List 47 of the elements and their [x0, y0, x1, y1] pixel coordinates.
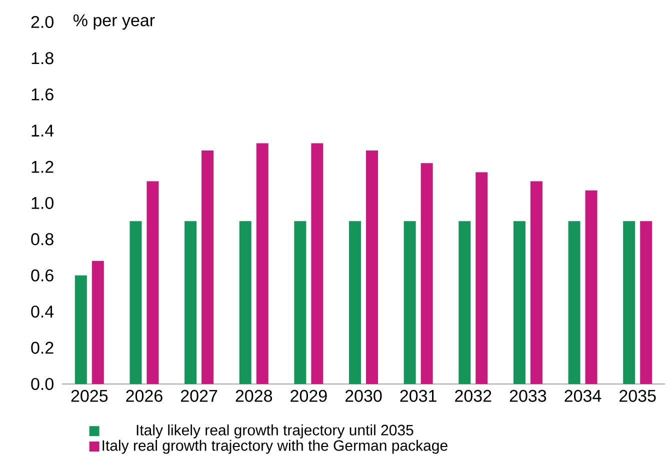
x-tick-label: 2025	[71, 390, 108, 402]
y-tick-label: 0.4	[31, 306, 54, 318]
y-tick-label: 1.8	[32, 52, 54, 64]
bar	[366, 150, 378, 384]
bar	[92, 260, 104, 384]
x-tick-label: 2029	[290, 390, 327, 402]
legend-label: Italy real growth trajectory with the German package	[102, 440, 448, 454]
bar	[311, 143, 324, 384]
bar	[420, 163, 433, 384]
x-tick-label: 2030	[345, 390, 382, 402]
x-tick-label: 2026	[126, 390, 162, 402]
y-tick-label: 0.8	[31, 233, 54, 246]
y-tick-label: 0.6	[31, 269, 54, 282]
x-tick-label: 2031	[400, 390, 436, 402]
text: Italy likely real growth trajectory until 2035	[136, 424, 414, 438]
bar	[184, 221, 197, 384]
bar	[458, 221, 471, 384]
y-tick-label: 1.0	[32, 196, 54, 210]
x-tick-label: 2034	[564, 390, 602, 402]
bar	[530, 181, 542, 384]
y-tick-label: 1.2	[32, 160, 54, 173]
bar	[513, 221, 526, 384]
bar	[256, 143, 268, 384]
x-tick-label: 2027	[181, 390, 218, 402]
bar	[202, 150, 214, 384]
y-axis-title: % per year	[73, 14, 155, 30]
bar	[239, 221, 252, 384]
bar	[74, 275, 87, 384]
bar	[476, 172, 488, 384]
bar	[349, 221, 362, 384]
bar	[623, 221, 636, 384]
x-tick-label: 2035	[620, 390, 656, 402]
bar	[568, 221, 580, 384]
y-tick-label: 1.6	[32, 88, 54, 100]
bar	[146, 181, 159, 384]
y-tick-label: 0.2	[31, 342, 54, 354]
bar	[640, 221, 652, 384]
bar	[404, 221, 416, 384]
y-tick-label: 2.0	[31, 16, 54, 28]
x-tick-label: 2032	[455, 390, 492, 402]
x-tick-label: 2033	[510, 390, 546, 402]
y-tick-label: 1.4	[32, 124, 54, 136]
y-tick-label: 0.0	[31, 378, 54, 390]
x-tick-label: 2028	[236, 390, 272, 402]
bar	[294, 221, 306, 384]
bar	[585, 190, 598, 384]
bar	[130, 221, 142, 384]
